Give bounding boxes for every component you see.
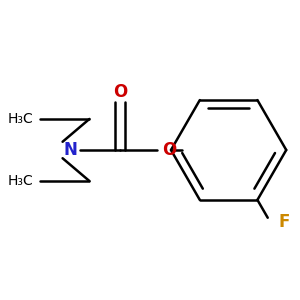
Text: O: O [163, 141, 177, 159]
Text: N: N [64, 141, 78, 159]
Text: H₃C: H₃C [8, 112, 33, 126]
Text: H₃C: H₃C [8, 174, 33, 188]
Text: F: F [279, 213, 290, 231]
Text: O: O [113, 83, 127, 101]
